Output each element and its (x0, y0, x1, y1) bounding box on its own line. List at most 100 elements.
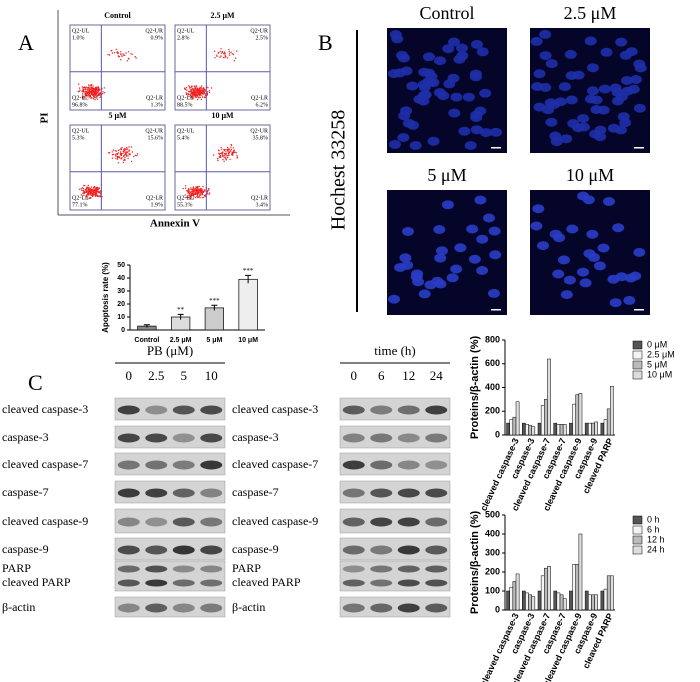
event-dot (87, 188, 90, 191)
event-dot (199, 94, 202, 96)
nucleus (462, 92, 475, 102)
nucleus (539, 51, 552, 61)
event-dot (85, 189, 88, 192)
row-label: cleaved PARP (2, 575, 71, 589)
event-dot (188, 196, 190, 199)
event-dot (196, 192, 199, 194)
event-dot (129, 153, 131, 155)
scale-bar (491, 147, 501, 149)
event-dot (124, 54, 126, 57)
event-dot (201, 85, 203, 87)
band (200, 405, 223, 415)
event-dot (127, 151, 129, 153)
event-dot (117, 152, 120, 154)
plot-frame (69, 24, 166, 111)
event-dot (203, 96, 206, 98)
event-dot (197, 87, 199, 89)
event-dot (127, 51, 130, 53)
event-dot (81, 187, 84, 189)
blot-strip (114, 425, 226, 449)
blot-strip (114, 452, 226, 476)
event-dot (198, 195, 200, 197)
nucleus (401, 260, 414, 270)
event-dot (112, 149, 115, 151)
band (145, 405, 168, 415)
nucleus (446, 273, 459, 283)
nucleus (464, 141, 477, 150)
bar (512, 581, 517, 611)
nucleus (633, 103, 646, 113)
nucleus (621, 76, 633, 85)
band (425, 579, 448, 587)
event-dot (208, 187, 210, 190)
nucleus (423, 68, 435, 78)
blot-strip (339, 480, 451, 504)
event-dot (86, 196, 89, 198)
lane-label: 5 (181, 368, 188, 383)
event-dot (226, 155, 228, 157)
event-dot (92, 194, 95, 196)
plot-title: 10 μM (211, 111, 234, 120)
band (397, 565, 420, 573)
nucleus (557, 255, 570, 265)
event-dot (188, 86, 191, 88)
bar (528, 594, 532, 611)
event-dot (90, 189, 93, 192)
axis-label: PI (39, 113, 51, 124)
nucleus (476, 234, 489, 244)
event-dot (188, 91, 190, 93)
bar (512, 416, 517, 436)
event-dot (200, 192, 202, 194)
bar (547, 566, 551, 611)
bar (591, 594, 595, 611)
event-dot (196, 96, 198, 98)
nucleus (598, 84, 611, 94)
event-dot (111, 52, 114, 54)
event-dot (223, 53, 225, 55)
band (425, 565, 448, 573)
y-tick-label: 400 (485, 382, 500, 392)
band (425, 488, 448, 498)
event-dot (236, 154, 238, 156)
blot-strip (339, 452, 451, 476)
row-label: caspase-3 (232, 430, 279, 444)
y-tick-label: 400 (485, 528, 500, 538)
y-tick-label: 20 (117, 301, 125, 308)
error-bar (143, 324, 150, 328)
lane-label: 0 (126, 368, 133, 383)
event-dot (223, 156, 225, 159)
event-dot (125, 148, 127, 150)
event-dot (88, 84, 90, 86)
bar (575, 394, 580, 436)
event-dot (96, 98, 99, 101)
nucleus (615, 125, 627, 135)
lane-label: 12 (402, 368, 415, 383)
event-dot (88, 88, 90, 90)
event-dot (98, 88, 100, 90)
quadrant-name: Q2-UL (72, 128, 90, 134)
event-dot (223, 160, 225, 162)
bar (553, 422, 558, 436)
event-dot (230, 51, 232, 53)
nucleus (410, 272, 423, 282)
nucleus (594, 132, 607, 142)
row-label: PARP (232, 561, 261, 575)
nucleus (398, 111, 411, 121)
band (172, 579, 195, 587)
event-dot (228, 54, 231, 56)
event-dot (120, 59, 122, 61)
bar (569, 422, 573, 436)
nucleus (584, 36, 597, 46)
event-dot (230, 148, 233, 151)
event-dot (189, 198, 191, 200)
y-axis-label: Proteins/β-actin (%) (469, 511, 481, 615)
nucleus (388, 294, 400, 304)
quadrant-pct: 55.3% (177, 202, 193, 208)
nucleus (532, 204, 545, 214)
nucleus (577, 267, 589, 277)
bar (562, 598, 567, 611)
lane-label: 2.5 (148, 368, 164, 383)
band (370, 565, 393, 573)
event-dot (184, 194, 186, 196)
event-dot (234, 57, 237, 59)
